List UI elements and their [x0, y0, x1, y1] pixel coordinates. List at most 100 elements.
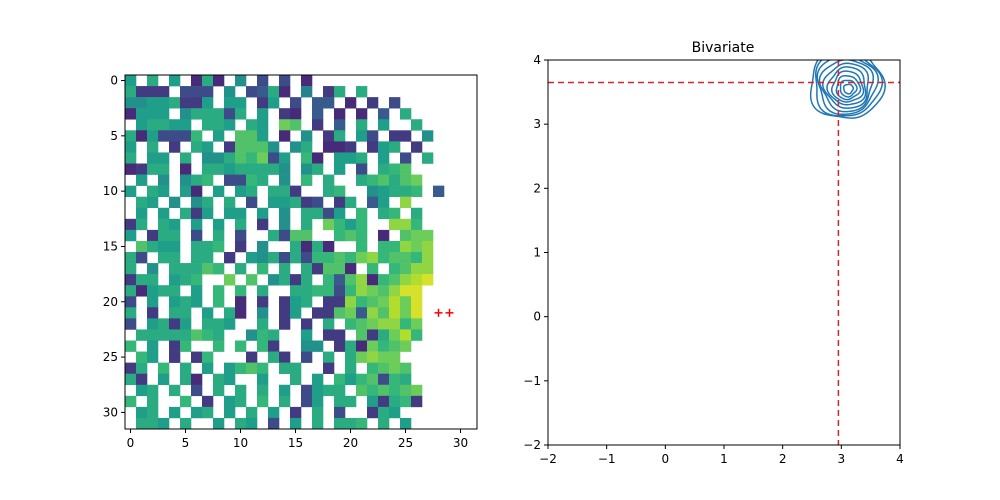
heatmap-cell	[279, 263, 291, 275]
heatmap-cell	[345, 218, 357, 231]
heatmap-cell	[202, 141, 214, 153]
heatmap-cell	[169, 130, 181, 142]
heatmap-cell	[246, 130, 258, 142]
heatmap-cell	[323, 318, 335, 330]
heatmap-cell	[279, 86, 291, 98]
heatmap-cell	[345, 263, 357, 275]
heatmap-cell	[125, 395, 137, 408]
heatmap-cell	[279, 174, 291, 186]
heatmap-cell	[389, 185, 401, 197]
heatmap-cell	[301, 285, 313, 297]
heatmap-cell	[268, 141, 280, 153]
heatmap-cell	[125, 185, 137, 197]
heatmap-cell	[180, 163, 192, 175]
heatmap-cell	[345, 318, 357, 330]
heatmap-cell	[125, 296, 137, 308]
heatmap-cell	[378, 240, 390, 253]
heatmap-cell	[279, 119, 291, 131]
heatmap-cell	[290, 362, 302, 374]
heatmap-cell	[422, 252, 434, 264]
heatmap-cell	[411, 296, 423, 308]
heatmap-cell	[158, 152, 170, 164]
heatmap-cell	[301, 163, 313, 175]
heatmap-cell	[378, 417, 390, 430]
heatmap-cell	[389, 362, 401, 374]
heatmap-cell	[246, 196, 258, 209]
heatmap-cell	[422, 274, 434, 286]
heatmap-cell	[356, 417, 368, 430]
heatmap-cell	[290, 196, 302, 209]
heatmap-cell	[389, 373, 401, 386]
heatmap-cell	[180, 362, 192, 374]
heatmap-cell	[411, 318, 423, 330]
heatmap-cell	[334, 307, 346, 319]
heatmap-cell	[356, 296, 368, 308]
heatmap-cell	[235, 185, 247, 197]
heatmap-cell	[378, 384, 390, 397]
heatmap-cell	[400, 174, 412, 186]
heatmap-cell	[224, 207, 236, 220]
heatmap-cell	[334, 207, 346, 220]
heatmap-cell	[323, 174, 335, 186]
heatmap-cell	[301, 351, 313, 363]
heatmap-cell	[202, 329, 214, 341]
heatmap-cell	[411, 263, 423, 275]
heatmap-cell	[257, 240, 269, 253]
heatmap-cell	[268, 406, 280, 419]
heatmap-cell	[312, 252, 324, 264]
heatmap-cell	[213, 340, 225, 352]
heatmap-cell	[169, 351, 181, 363]
heatmap-cell	[367, 362, 379, 374]
heatmap-cell	[169, 318, 181, 330]
heatmap-cell	[334, 406, 346, 419]
heatmap-cell	[334, 163, 346, 175]
heatmap-cell	[191, 174, 203, 186]
heatmap-cell	[180, 307, 192, 319]
heatmap-cell	[191, 351, 203, 363]
heatmap-cell	[334, 130, 346, 142]
heatmap-cell	[279, 196, 291, 209]
heatmap-cell	[180, 395, 192, 408]
heatmap-cell	[367, 373, 379, 386]
heatmap-cell	[334, 417, 346, 430]
heatmap-cell	[169, 274, 181, 286]
heatmap-cell	[345, 274, 357, 286]
heatmap-cell	[378, 108, 390, 120]
heatmap-cell	[290, 307, 302, 319]
heatmap-cell	[235, 75, 247, 87]
heatmap-cell	[345, 196, 357, 209]
heatmap-cell	[136, 108, 148, 120]
heatmap-cell	[268, 97, 280, 109]
bivariate-contour-line	[839, 79, 858, 98]
heatmap-cell	[235, 229, 247, 242]
heatmap-cell	[191, 329, 203, 341]
heatmap-cell	[334, 108, 346, 120]
heatmap-cell	[246, 406, 258, 419]
heatmap-cell	[180, 263, 192, 275]
heatmap-cell	[323, 263, 335, 275]
heatmap-cell	[235, 163, 247, 175]
heatmap-cell	[367, 296, 379, 308]
heatmap-cell	[235, 395, 247, 408]
heatmap-cell	[323, 185, 335, 197]
heatmap-cell	[202, 307, 214, 319]
heatmap-cell	[356, 285, 368, 297]
heatmap-cell	[158, 97, 170, 109]
heatmap-cell	[356, 207, 368, 220]
heatmap-cell	[334, 218, 346, 231]
heatmap-cell	[334, 185, 346, 197]
heatmap-cell	[400, 296, 412, 308]
heatmap-marker	[434, 308, 443, 317]
heatmap-cell	[356, 384, 368, 397]
heatmap-cell	[411, 240, 423, 253]
heatmap-cell	[235, 152, 247, 164]
heatmap-cell	[356, 108, 368, 120]
heatmap-cell	[323, 384, 335, 397]
heatmap-cell	[213, 373, 225, 386]
heatmap-cell	[334, 229, 346, 242]
heatmap-cell	[180, 185, 192, 197]
heatmap-cell	[180, 86, 192, 98]
heatmap-cell	[136, 240, 148, 253]
heatmap-cell	[213, 417, 225, 430]
heatmap-cell	[334, 384, 346, 397]
